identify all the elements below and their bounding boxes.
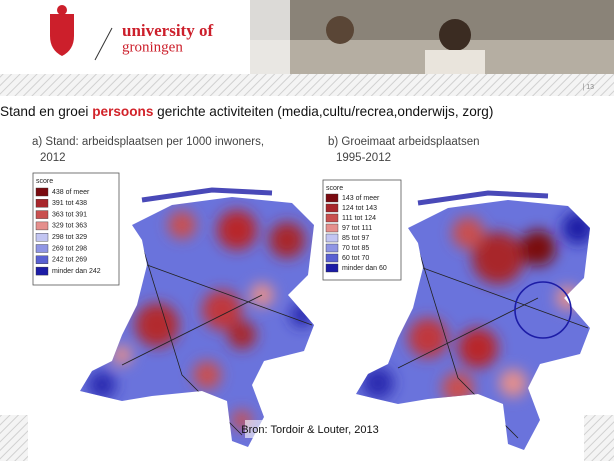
legend-swatch <box>35 232 49 242</box>
legend-swatch <box>325 203 339 213</box>
logo-text: groningen <box>122 39 183 55</box>
legend-label: 363 tot 391 <box>52 211 87 218</box>
legend-label: 70 tot 85 <box>342 245 369 252</box>
map-title: a) Stand: arbeidsplaatsen per 1000 inwon… <box>32 136 264 148</box>
legend-swatch <box>325 193 339 203</box>
hatch-corner <box>0 415 28 461</box>
legend-swatch <box>35 266 49 276</box>
page-number: | 13 <box>582 84 594 91</box>
legend-swatch <box>325 213 339 223</box>
logo-slash <box>94 27 113 61</box>
legend-label: 60 tot 70 <box>342 255 369 262</box>
legend: score 143 of meer 124 tot 143 111 tot 124 9… <box>322 179 402 281</box>
legend-title: score <box>36 178 53 185</box>
legend-label: minder dan 242 <box>52 268 101 275</box>
logo-shield <box>50 14 74 56</box>
legend-label: 242 tot 269 <box>52 257 87 264</box>
photo-person <box>439 19 471 51</box>
legend-label: 111 tot 124 <box>342 215 376 222</box>
map-title: b) Groeimaat arbeidsplaatsen <box>328 136 480 148</box>
logo-text: university of <box>122 21 213 40</box>
logo-crown <box>57 5 67 15</box>
title-text: gerichte activiteiten (media,cultu/recre… <box>153 104 494 119</box>
legend: score 438 of meer 391 tot 438 363 tot 391 3… <box>32 172 120 286</box>
map-title: 1995-2012 <box>336 152 391 164</box>
legend-label: 97 tot 111 <box>342 225 372 232</box>
legend-swatch <box>35 210 49 219</box>
legend-swatch <box>325 243 339 253</box>
legend-title: score <box>326 185 343 192</box>
legend-label: 85 tot 97 <box>342 235 369 242</box>
photo-person <box>425 50 485 74</box>
legend-label: 298 tot 329 <box>52 234 87 241</box>
legend-swatch <box>325 253 339 263</box>
photo-fade <box>250 0 290 74</box>
legend-swatch <box>35 199 49 208</box>
photo-person <box>326 16 354 44</box>
legend-label: 329 tot 363 <box>52 223 87 230</box>
source-bg <box>245 420 375 438</box>
legend-label: minder dan 60 <box>342 265 387 272</box>
legend-swatch <box>325 233 339 243</box>
legend-swatch <box>35 255 49 265</box>
map-title: 2012 <box>40 152 66 164</box>
legend-label: 124 tot 143 <box>342 205 377 212</box>
legend-label: 269 tot 298 <box>52 245 87 252</box>
legend-swatch <box>325 223 339 233</box>
hatch-band <box>0 74 614 96</box>
legend-label: 391 tot 438 <box>52 200 87 207</box>
slide-title: Stand en groei persoons gerichte activit… <box>0 104 614 119</box>
title-highlight: persoons <box>92 104 154 119</box>
highlight-circle <box>514 281 572 339</box>
legend-swatch <box>35 244 49 253</box>
title-text: Stand en groei <box>0 104 93 119</box>
legend-swatch <box>35 221 49 231</box>
legend-swatch <box>35 187 49 197</box>
legend-swatch <box>325 263 339 273</box>
legend-label: 143 of meer <box>342 195 380 202</box>
legend-label: 438 of meer <box>52 189 90 196</box>
source: Bron: Tordoir & Louter, 2013 <box>241 424 378 436</box>
hatch-corner <box>584 415 614 461</box>
